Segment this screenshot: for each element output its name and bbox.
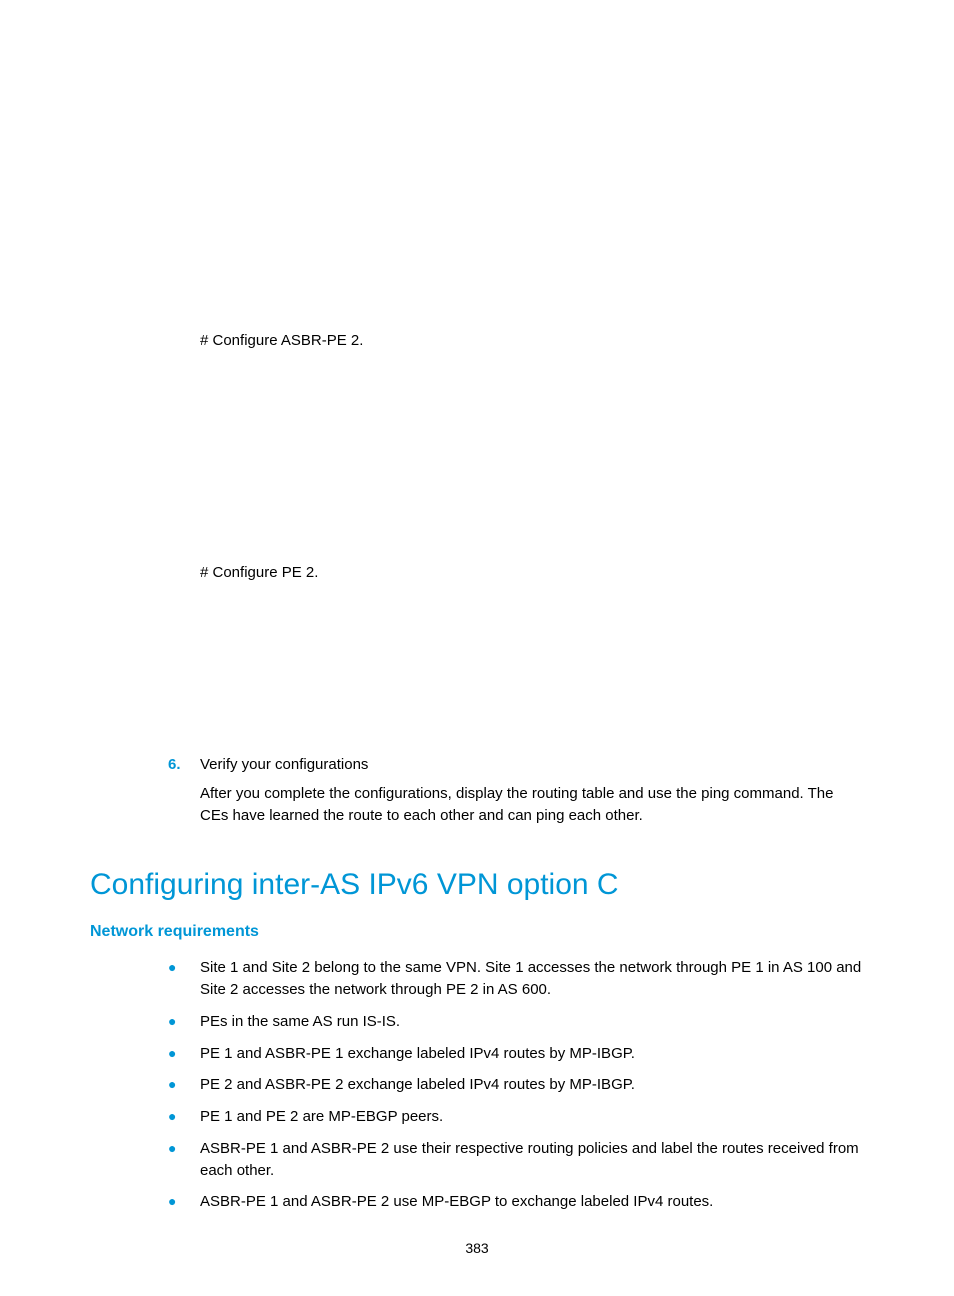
subsection-heading: Network requirements xyxy=(90,920,864,943)
config-asbr-pe2-heading: # Configure ASBR-PE 2. xyxy=(90,330,864,352)
list-item-text: PE 1 and PE 2 are MP-EBGP peers. xyxy=(200,1106,864,1128)
list-item: ● ASBR-PE 1 and ASBR-PE 2 use MP-EBGP to… xyxy=(90,1191,864,1213)
list-item: ● PEs in the same AS run IS-IS. xyxy=(90,1011,864,1033)
top-spacer xyxy=(90,120,864,330)
bullet-icon: ● xyxy=(168,1043,200,1065)
bullet-icon: ● xyxy=(168,1138,200,1182)
list-item-text: ASBR-PE 1 and ASBR-PE 2 use MP-EBGP to e… xyxy=(200,1191,864,1213)
step-6-title: Verify your configurations xyxy=(200,754,864,776)
spacer-1 xyxy=(90,362,864,562)
requirements-list: ● Site 1 and Site 2 belong to the same V… xyxy=(90,957,864,1213)
bullet-icon: ● xyxy=(168,1106,200,1128)
section-heading: Configuring inter-AS IPv6 VPN option C xyxy=(90,863,864,907)
list-item: ● Site 1 and Site 2 belong to the same V… xyxy=(90,957,864,1001)
list-item-text: PE 2 and ASBR-PE 2 exchange labeled IPv4… xyxy=(200,1074,864,1096)
list-item-text: PEs in the same AS run IS-IS. xyxy=(200,1011,864,1033)
list-item-text: PE 1 and ASBR-PE 1 exchange labeled IPv4… xyxy=(200,1043,864,1065)
step-number-6: 6. xyxy=(168,754,200,776)
config-pe2-heading: # Configure PE 2. xyxy=(90,562,864,584)
bullet-icon: ● xyxy=(168,957,200,1001)
list-item: ● PE 2 and ASBR-PE 2 exchange labeled IP… xyxy=(90,1074,864,1096)
bullet-icon: ● xyxy=(168,1074,200,1096)
body-content: # Configure ASBR-PE 2. # Configure PE 2.… xyxy=(90,120,864,1213)
list-item-text: ASBR-PE 1 and ASBR-PE 2 use their respec… xyxy=(200,1138,864,1182)
spacer-2 xyxy=(90,594,864,754)
step-6-body: After you complete the configurations, d… xyxy=(90,783,864,827)
list-item: ● ASBR-PE 1 and ASBR-PE 2 use their resp… xyxy=(90,1138,864,1182)
list-item-text: Site 1 and Site 2 belong to the same VPN… xyxy=(200,957,864,1001)
bullet-icon: ● xyxy=(168,1191,200,1213)
list-item: ● PE 1 and ASBR-PE 1 exchange labeled IP… xyxy=(90,1043,864,1065)
page-number: 383 xyxy=(0,1240,954,1256)
bullet-icon: ● xyxy=(168,1011,200,1033)
list-item: ● PE 1 and PE 2 are MP-EBGP peers. xyxy=(90,1106,864,1128)
document-page: # Configure ASBR-PE 2. # Configure PE 2.… xyxy=(0,0,954,1296)
step-6: 6. Verify your configurations xyxy=(90,754,864,776)
